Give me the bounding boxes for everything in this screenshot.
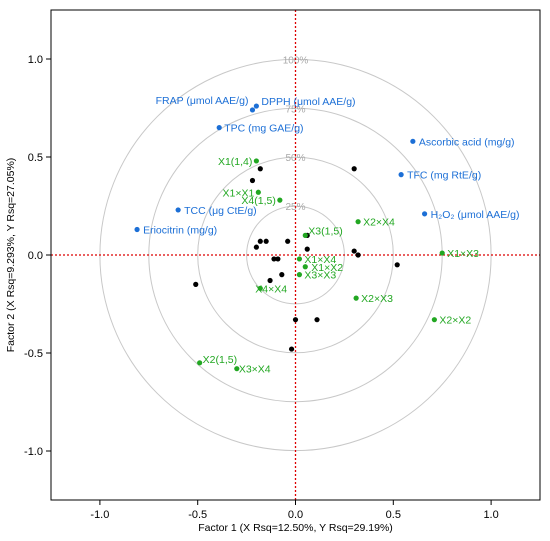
factor-point [296, 256, 303, 262]
ticks-layer: -1.0 -0.5 0.0 0.5 1.0 -1.0 -0.5 0.0 0.5 1.0 [24, 54, 499, 521]
x-axis-label: Factor 1 (X Rsq=12.50%, Y Rsq=29.19%) [198, 522, 393, 534]
response-label: H₂O₂ (μmol AAE/g) [431, 209, 520, 221]
observation-point [285, 238, 291, 244]
response-label: TCC (μg CtE/g) [184, 205, 257, 217]
factor-point [302, 264, 308, 270]
factor-label: X2×X2 [439, 315, 471, 327]
factor-label: X1×X1 [223, 187, 255, 199]
factor-label: X1×X3 [447, 248, 479, 260]
factor-label: X4×X4 [255, 283, 287, 295]
response-label: DPPH (μmol AAE/g) [261, 96, 355, 108]
factor-label: X3(1,5) [308, 225, 342, 237]
response-label: TFC (mg RtE/g) [407, 170, 481, 182]
factor-point [353, 295, 359, 301]
observation-point [304, 246, 310, 252]
circle-label: 75% [285, 104, 305, 115]
factor-point [302, 232, 308, 238]
y-tick-label: 1.0 [28, 54, 43, 66]
response-point [421, 211, 428, 217]
x-tick-label: 0.5 [386, 509, 401, 521]
factor-point [257, 285, 263, 291]
correlation-circle [197, 156, 394, 354]
y-axis-label: Factor 2 (X Rsq=9.293%, Y Rsq=27.05%) [5, 158, 17, 353]
observation-point [351, 248, 357, 254]
factor-point [277, 197, 283, 203]
y-tick-label: -0.5 [24, 348, 43, 360]
response-point [216, 125, 222, 131]
observation-point [351, 166, 357, 172]
factor-point [197, 360, 203, 366]
observation-point [263, 238, 269, 244]
reference-lines-layer [51, 10, 540, 500]
factor-label: X2(1,5) [203, 354, 237, 366]
factor-label: X4(1,5) [241, 195, 275, 207]
response-label: FRAP (μmol AAE/g) [156, 95, 249, 107]
factor-label: X1(1,4) [218, 156, 252, 168]
response-label: Ascorbic acid (mg/g) [419, 136, 515, 148]
observation-point [355, 252, 361, 258]
response-label: Eriocitrin (mg/g) [143, 225, 217, 237]
response-label: TPC (mg GAE/g) [224, 123, 303, 135]
x-tick-label: 1.0 [483, 509, 498, 521]
factor-label: X3×X3 [304, 270, 336, 282]
factor-label: X1×X4 [304, 254, 336, 266]
observation-point [394, 262, 400, 268]
observation-point [257, 238, 263, 244]
observation-point [271, 256, 277, 262]
observation-point [275, 256, 281, 262]
x-tick-label: -0.5 [188, 509, 207, 521]
observation-point [193, 281, 199, 287]
observation-point [314, 317, 320, 323]
response-point [253, 103, 259, 109]
factor-label: X2×X4 [363, 217, 395, 229]
response-point [410, 138, 416, 144]
observation-point [249, 177, 256, 184]
factor-point [234, 366, 240, 372]
factor-point [296, 272, 303, 278]
factor-point [431, 317, 437, 323]
factor-label: X3×X4 [239, 364, 271, 376]
observation-point [253, 244, 259, 250]
points-layer: FRAP (μmol AAE/g) DPPH (μmol AAE/g) TPC (m… [134, 95, 519, 376]
response-point [398, 172, 404, 178]
y-tick-label: -1.0 [24, 446, 43, 458]
x-tick-label: 0.0 [288, 509, 303, 521]
observation-point [279, 272, 285, 278]
circle-label: 100% [283, 55, 309, 66]
response-point [249, 107, 256, 113]
factor-label: X1×X2 [311, 262, 343, 274]
factor-point [439, 250, 445, 256]
y-tick-label: 0.0 [28, 250, 43, 262]
factor-label: X2×X3 [361, 293, 393, 305]
observation-point [267, 277, 273, 284]
factor-point [355, 219, 361, 225]
observation-point [288, 346, 295, 352]
y-tick-label: 0.5 [28, 152, 43, 164]
response-point [134, 226, 140, 233]
x-tick-label: -1.0 [90, 509, 109, 521]
observation-point [257, 166, 263, 172]
response-point [175, 207, 181, 213]
observation-point [292, 317, 299, 323]
factor-point [253, 158, 259, 164]
factor-point [255, 189, 261, 195]
